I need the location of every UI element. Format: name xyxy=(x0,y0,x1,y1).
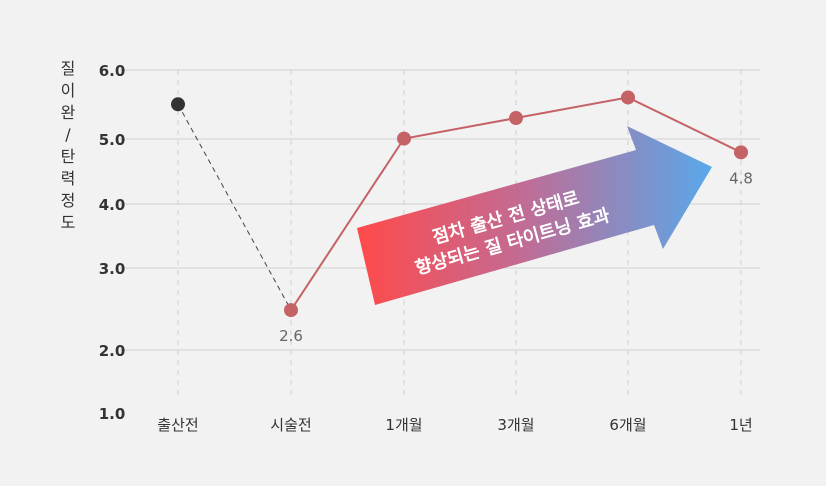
y-axis-label-char: / xyxy=(65,125,71,144)
gradient-arrow-shape xyxy=(357,126,712,305)
y-axis-label-char: 탄 xyxy=(60,147,76,166)
y-axis-ticks: 1.0 2.0 3.0 4.0 5.0 6.0 xyxy=(99,62,126,423)
data-label: 4.8 xyxy=(729,169,753,187)
x-axis-ticks: 출산전 시술전 1개월 3개월 6개월 1년 xyxy=(157,416,752,434)
data-point xyxy=(284,303,298,318)
y-axis-label-char: 도 xyxy=(60,213,76,232)
grid xyxy=(120,69,760,395)
pre-treatment-dashed-line xyxy=(177,104,292,311)
data-point xyxy=(509,111,523,126)
series xyxy=(171,90,748,318)
x-tick-label: 1개월 xyxy=(385,416,422,434)
data-point xyxy=(621,90,635,105)
data-label: 2.6 xyxy=(279,327,303,345)
x-tick-label: 시술전 xyxy=(270,416,311,434)
data-labels: 2.6 4.8 xyxy=(279,169,753,345)
y-tick-label: 2.0 xyxy=(99,342,126,360)
y-tick-label: 6.0 xyxy=(99,62,126,80)
x-tick-label: 1년 xyxy=(729,416,752,434)
y-axis-label-char: 완 xyxy=(60,103,76,122)
data-point xyxy=(171,97,185,112)
y-axis-label: 질 이 완 / 탄 력 정 도 xyxy=(56,58,80,234)
y-tick-label: 1.0 xyxy=(99,405,126,423)
y-tick-label: 5.0 xyxy=(99,131,126,149)
x-tick-label: 6개월 xyxy=(609,416,646,434)
y-tick-label: 4.0 xyxy=(99,196,126,214)
data-point xyxy=(734,145,748,160)
y-tick-label: 3.0 xyxy=(99,260,126,278)
x-tick-label: 3개월 xyxy=(497,416,534,434)
y-axis-label-char: 력 xyxy=(60,169,76,188)
y-axis-label-char: 정 xyxy=(60,191,76,210)
y-axis-label-char: 질 xyxy=(60,59,76,78)
x-tick-label: 출산전 xyxy=(157,416,198,434)
improvement-arrow: 점차 출산 전 상태로 향상되는 질 타이트닝 효과 xyxy=(357,126,712,305)
y-axis-label-char: 이 xyxy=(60,81,76,100)
data-point xyxy=(397,131,411,146)
